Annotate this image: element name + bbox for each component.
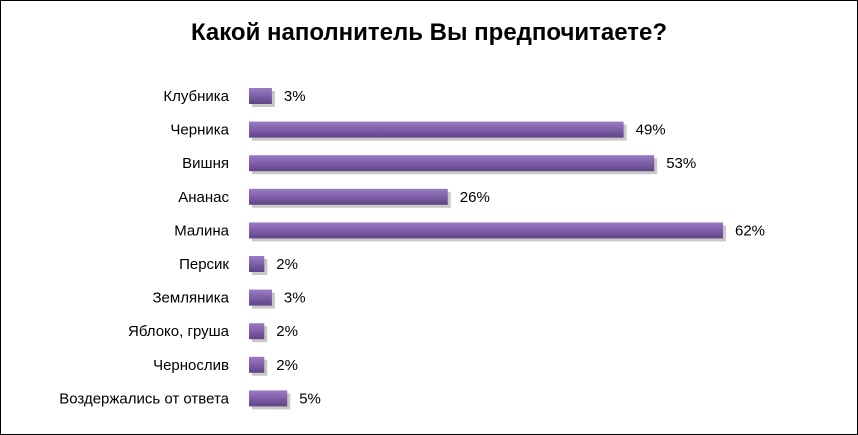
- chart-title: Какой наполнитель Вы предпочитаете?: [190, 19, 668, 46]
- category-label-row-0: Клубника: [163, 88, 229, 105]
- bar-row-2: [249, 155, 655, 172]
- value-label-row-1: 49%: [636, 122, 666, 139]
- value-label-row-6: 3%: [284, 290, 306, 307]
- value-label-row-9: 5%: [299, 390, 321, 407]
- bar-row-9: [249, 390, 288, 407]
- category-label-row-6: Земляника: [153, 290, 230, 307]
- value-label-row-3: 26%: [460, 189, 490, 206]
- category-label-row-2: Вишня: [182, 155, 229, 172]
- value-label-row-5: 2%: [276, 256, 298, 273]
- value-label-row-0: 3%: [284, 88, 306, 105]
- bar-row-0: [249, 88, 272, 104]
- value-label-row-7: 2%: [276, 323, 298, 340]
- category-label-row-5: Персик: [179, 256, 229, 273]
- category-label-row-1: Черника: [170, 122, 229, 139]
- value-label-row-2: 53%: [666, 155, 696, 172]
- category-label-row-4: Малина: [174, 222, 229, 239]
- bar-row-8: [249, 356, 265, 373]
- category-label-row-9: Воздержались от ответа: [59, 390, 229, 407]
- value-label-row-8: 2%: [276, 357, 298, 374]
- bars-layer: Клубника 3% Черника 49% Вишня 53% Ананас 26% Мал…: [59, 88, 765, 410]
- bar-row-7: [249, 323, 265, 340]
- bar-row-3: [249, 188, 448, 205]
- bar-row-1: [249, 121, 624, 138]
- category-label-row-3: Ананас: [178, 189, 229, 206]
- value-label-row-4: 62%: [735, 222, 765, 239]
- category-label-row-8: Чернослив: [153, 357, 229, 374]
- bar-row-5: [249, 256, 265, 272]
- bar-row-6: [249, 289, 272, 306]
- category-label-row-7: Яблоко, груша: [128, 323, 230, 340]
- bar-row-4: [249, 222, 723, 239]
